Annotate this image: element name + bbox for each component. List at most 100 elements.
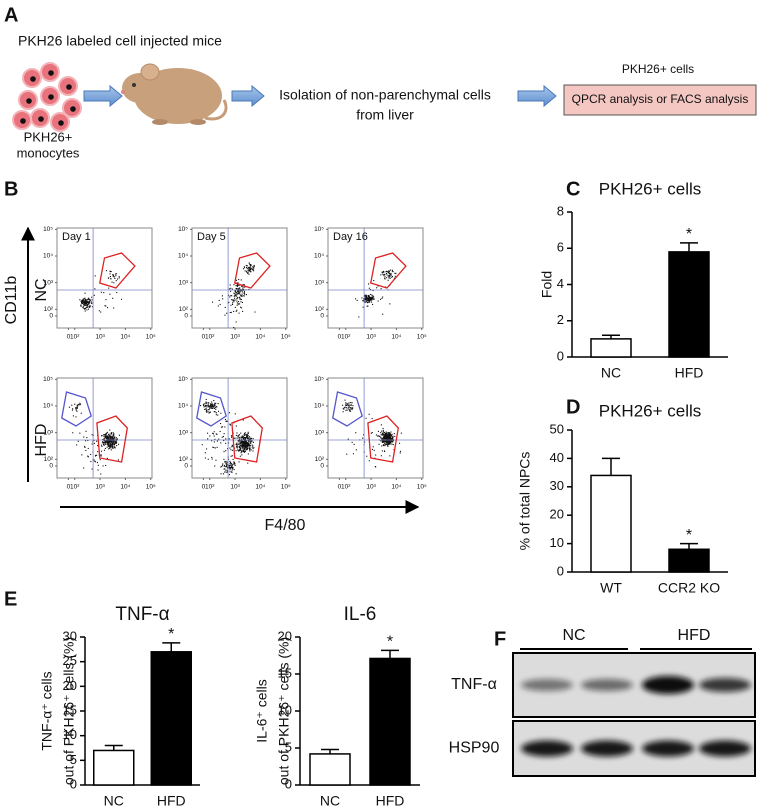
event-dot [239, 293, 241, 295]
event-dot [235, 434, 237, 436]
event-dot [75, 408, 77, 410]
event-dot [371, 297, 373, 299]
event-dot [229, 471, 231, 473]
event-dot [115, 437, 117, 439]
event-dot [81, 301, 83, 303]
x-tick-label: 10² [70, 334, 80, 341]
event-dot [249, 441, 251, 443]
event-dot [358, 316, 360, 318]
event-dot [212, 301, 214, 303]
event-dot [225, 438, 227, 440]
event-dot [204, 408, 206, 410]
cell-nucleus [20, 118, 26, 124]
event-dot [111, 440, 113, 442]
y-tick-label: 10⁴ [314, 253, 324, 260]
x-tick-label: 10² [341, 334, 351, 341]
event-dot [228, 294, 230, 296]
event-dot [200, 405, 202, 407]
event-dot [234, 297, 236, 299]
event-dot [108, 440, 110, 442]
event-dot [84, 446, 86, 448]
event-dot [241, 285, 243, 287]
event-dot [386, 274, 388, 276]
event-dot [88, 300, 90, 302]
event-dot [377, 435, 379, 437]
event-dot [105, 434, 107, 436]
y-tick-label: 0 [184, 463, 188, 470]
event-dot [356, 299, 358, 301]
event-dot [253, 264, 255, 266]
event-dot [221, 465, 223, 467]
event-dot [111, 447, 113, 449]
event-dot [209, 407, 211, 409]
event-dot [387, 444, 389, 446]
event-dot [385, 440, 387, 442]
event-dot [242, 444, 244, 446]
x-tick-label: NC [104, 793, 124, 809]
event-dot [390, 442, 392, 444]
event-dot [380, 274, 382, 276]
event-dot [222, 298, 224, 300]
event-dot [367, 302, 369, 304]
event-dot [243, 451, 245, 453]
cell-nucleus [48, 70, 54, 76]
event-dot [350, 404, 352, 406]
event-dot [247, 270, 249, 272]
event-dot [246, 446, 248, 448]
event-dot [347, 407, 349, 409]
event-dot [384, 433, 386, 435]
event-dot [109, 438, 111, 440]
event-dot [111, 445, 113, 447]
event-dot [214, 411, 216, 413]
event-dot [387, 445, 389, 447]
event-dot [214, 447, 216, 449]
event-dot [242, 284, 244, 286]
event-dot [384, 435, 386, 437]
event-dot [210, 407, 212, 409]
event-dot [236, 444, 238, 446]
event-dot [106, 438, 108, 440]
event-dot [101, 435, 103, 437]
event-dot [207, 402, 209, 404]
event-dot [112, 437, 114, 439]
event-dot [214, 406, 216, 408]
event-dot [220, 423, 222, 425]
event-dot [247, 431, 249, 433]
event-dot [352, 407, 354, 409]
y-tick-label: 5 [70, 752, 77, 767]
event-dot [233, 301, 235, 303]
event-dot [101, 445, 103, 447]
y-tick-label: 5 [285, 739, 292, 754]
event-dot [108, 277, 110, 279]
event-dot [109, 442, 111, 444]
event-dot [381, 450, 383, 452]
event-dot [100, 450, 102, 452]
event-dot [389, 440, 391, 442]
event-dot [233, 295, 235, 297]
event-dot [242, 268, 244, 270]
event-dot [239, 438, 241, 440]
event-dot [384, 278, 386, 280]
event-dot [203, 404, 205, 406]
event-dot [381, 272, 383, 274]
event-dot [387, 434, 389, 436]
event-dot [107, 443, 109, 445]
event-dot [205, 408, 207, 410]
event-dot [101, 442, 103, 444]
event-dot [380, 288, 382, 290]
event-dot [86, 301, 88, 303]
event-dot [87, 302, 89, 304]
event-dot [245, 294, 247, 296]
event-dot [229, 462, 231, 464]
event-dot [211, 403, 213, 405]
y-tick-label: 0 [285, 776, 292, 791]
event-dot [380, 455, 382, 457]
event-dot [212, 406, 214, 408]
event-dot [231, 468, 233, 470]
y-tick-label: 15 [278, 665, 292, 680]
event-dot [90, 305, 92, 307]
event-dot [221, 295, 223, 297]
x-tick-label: HFD [675, 365, 704, 381]
x-tick-label: 10⁵ [417, 334, 427, 341]
event-dot [385, 432, 387, 434]
